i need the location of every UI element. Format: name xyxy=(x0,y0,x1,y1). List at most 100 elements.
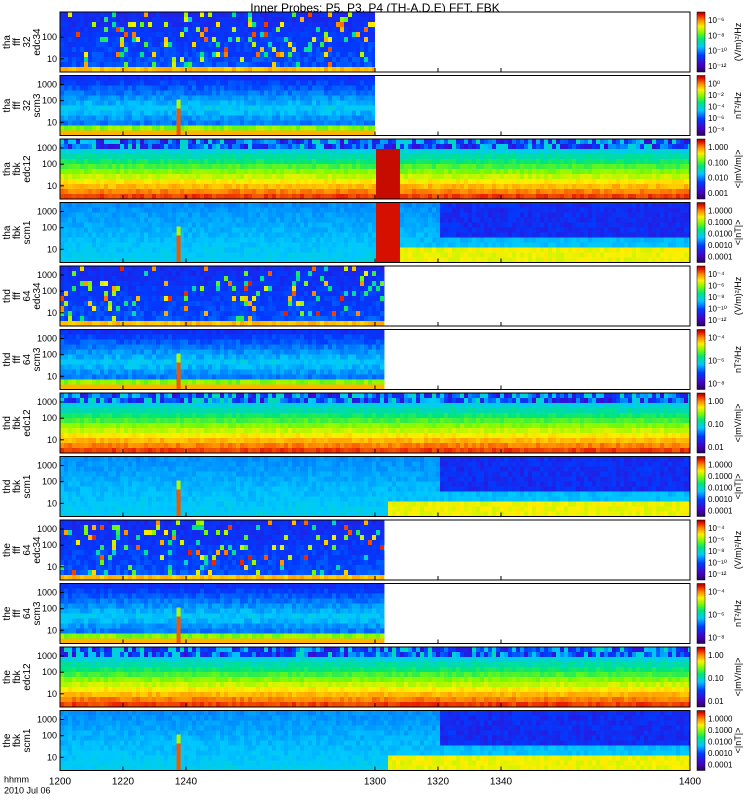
heatmap-cell xyxy=(240,75,244,81)
heatmap-cell xyxy=(140,52,144,58)
heatmap-cell xyxy=(280,257,284,263)
heatmap-cell xyxy=(460,164,464,170)
heatmap-cell xyxy=(248,105,252,111)
y-tick-label: 10 xyxy=(47,54,57,64)
heatmap-cell xyxy=(124,194,128,200)
heatmap-cell xyxy=(172,159,176,165)
heatmap-cell xyxy=(64,144,68,150)
heatmap-cell xyxy=(572,169,576,175)
heatmap-cell xyxy=(88,232,92,238)
heatmap-cell xyxy=(324,222,328,228)
heatmap-cell xyxy=(204,80,208,86)
heatmap-cell xyxy=(420,189,424,195)
heatmap-cell xyxy=(308,22,312,28)
heatmap-cell xyxy=(680,144,684,150)
heatmap-cell xyxy=(340,189,344,195)
heatmap-cell xyxy=(208,169,212,175)
heatmap-cell xyxy=(108,67,112,73)
heatmap-cell xyxy=(100,120,104,126)
heatmap-cell xyxy=(172,179,176,185)
heatmap-cell xyxy=(628,144,632,150)
heatmap-cell xyxy=(500,164,504,170)
heatmap-cell xyxy=(264,120,268,126)
heatmap-cell xyxy=(188,139,192,145)
heatmap-cell xyxy=(348,159,352,165)
heatmap-cell xyxy=(232,159,236,165)
heatmap-cell xyxy=(196,169,200,175)
heatmap-cell xyxy=(360,179,364,185)
heatmap-cell xyxy=(584,189,588,195)
heatmap-cell xyxy=(484,144,488,150)
heatmap-cell xyxy=(104,32,108,38)
heatmap-cell xyxy=(148,212,152,218)
heatmap-cell xyxy=(248,232,252,238)
heatmap-cell xyxy=(192,37,196,43)
heatmap-cell xyxy=(328,115,332,121)
heatmap-cell xyxy=(296,184,300,190)
heatmap-cell xyxy=(224,37,228,43)
heatmap-cell xyxy=(472,184,476,190)
heatmap-cell xyxy=(344,57,348,63)
heatmap-cell xyxy=(344,242,348,248)
heatmap-cell xyxy=(308,42,312,48)
heatmap-cell xyxy=(140,154,144,160)
heatmap-cell xyxy=(304,42,308,48)
heatmap-cell xyxy=(516,154,520,160)
panel-label: 32 xyxy=(22,36,33,48)
heatmap-cell xyxy=(92,42,96,48)
heatmap-cell xyxy=(428,252,432,258)
heatmap-cell xyxy=(144,227,148,233)
heatmap-cell xyxy=(64,212,68,218)
heatmap-cell xyxy=(624,174,628,180)
heatmap-cell xyxy=(204,125,208,131)
heatmap-cell xyxy=(660,179,664,185)
heatmap-cell xyxy=(432,207,436,213)
heatmap-cell xyxy=(112,125,116,131)
heatmap-cell xyxy=(408,252,412,258)
heatmap-cell xyxy=(332,85,336,91)
heatmap-cell xyxy=(608,194,612,200)
heatmap-cell xyxy=(384,194,388,200)
heatmap-cell xyxy=(212,52,216,58)
heatmap-cell xyxy=(308,252,312,258)
heatmap-cell xyxy=(360,139,364,145)
heatmap-cell xyxy=(336,194,340,200)
heatmap-cell xyxy=(204,120,208,126)
heatmap-cell xyxy=(272,67,276,73)
heatmap-cell xyxy=(288,184,292,190)
heatmap-cell xyxy=(76,110,80,116)
heatmap-cell xyxy=(272,62,276,68)
heatmap-cell xyxy=(124,169,128,175)
heatmap-cell xyxy=(176,32,180,38)
heatmap-cell xyxy=(368,12,372,18)
heatmap-cell xyxy=(76,85,80,91)
heatmap-cell xyxy=(320,125,324,131)
heatmap-cell xyxy=(220,154,224,160)
heatmap-cell xyxy=(64,125,68,131)
heatmap-cell xyxy=(528,179,532,185)
heatmap-cell xyxy=(352,80,356,86)
heatmap-cell xyxy=(252,27,256,33)
heatmap-cell xyxy=(120,62,124,68)
heatmap-cell xyxy=(68,207,72,213)
heatmap-cell xyxy=(368,164,372,170)
heatmap-cell xyxy=(152,80,156,86)
heatmap-cell xyxy=(124,149,128,155)
heatmap-cell xyxy=(564,144,568,150)
heatmap-cell xyxy=(60,62,64,68)
heatmap-cell xyxy=(320,47,324,53)
heatmap-cell xyxy=(588,184,592,190)
heatmap-cell xyxy=(572,184,576,190)
heatmap-cell xyxy=(680,179,684,185)
heatmap-cell xyxy=(516,174,520,180)
heatmap-cell xyxy=(332,232,336,238)
heatmap-cell xyxy=(128,17,132,23)
heatmap-cell xyxy=(200,164,204,170)
heatmap-cell xyxy=(316,179,320,185)
heatmap-cell xyxy=(244,212,248,218)
heatmap-cell xyxy=(340,139,344,145)
heatmap-cell xyxy=(268,154,272,160)
heatmap-cell xyxy=(252,120,256,126)
heatmap-cell xyxy=(284,257,288,263)
heatmap-cell xyxy=(360,237,364,243)
